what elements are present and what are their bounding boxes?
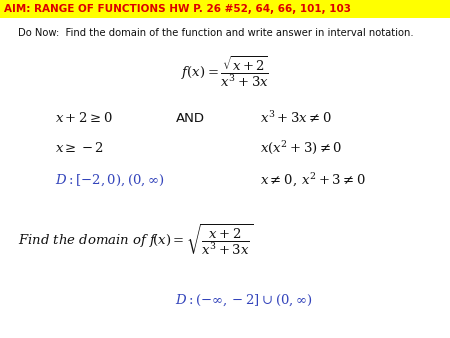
Text: $x\left(x^{2}+3\right)\neq 0$: $x\left(x^{2}+3\right)\neq 0$ <box>260 140 342 156</box>
Text: $x\geq -2$: $x\geq -2$ <box>55 141 104 155</box>
Text: $x^{3}+3x\neq 0$: $x^{3}+3x\neq 0$ <box>260 111 332 125</box>
Text: $x\neq 0,\:x^{2}+3\neq 0$: $x\neq 0,\:x^{2}+3\neq 0$ <box>260 171 366 189</box>
FancyBboxPatch shape <box>0 0 450 18</box>
Text: Do Now:  Find the domain of the function and write answer in interval notation.: Do Now: Find the domain of the function … <box>18 28 414 38</box>
Text: AIM: RANGE OF FUNCTIONS HW P. 26 #52, 64, 66, 101, 103: AIM: RANGE OF FUNCTIONS HW P. 26 #52, 64… <box>4 4 351 14</box>
Text: $D:\left(-\infty,-2\right]\cup\left(0,\infty\right)$: $D:\left(-\infty,-2\right]\cup\left(0,\i… <box>175 292 313 308</box>
Text: $D:\left[-2,0\right),\left(0,\infty\right)$: $D:\left[-2,0\right),\left(0,\infty\righ… <box>55 172 165 188</box>
Text: AND: AND <box>176 112 204 124</box>
Text: $f\left(x\right)=\dfrac{\sqrt{x+2}}{x^{3}+3x}$: $f\left(x\right)=\dfrac{\sqrt{x+2}}{x^{3… <box>181 55 269 90</box>
Text: $\mathit{Find\ the\ domain\ of}\ f\!\left(x\right)=\sqrt{\dfrac{x+2}{x^{3}+3x}}$: $\mathit{Find\ the\ domain\ of}\ f\!\lef… <box>18 222 253 258</box>
Text: $x+2\geq 0$: $x+2\geq 0$ <box>55 111 112 125</box>
